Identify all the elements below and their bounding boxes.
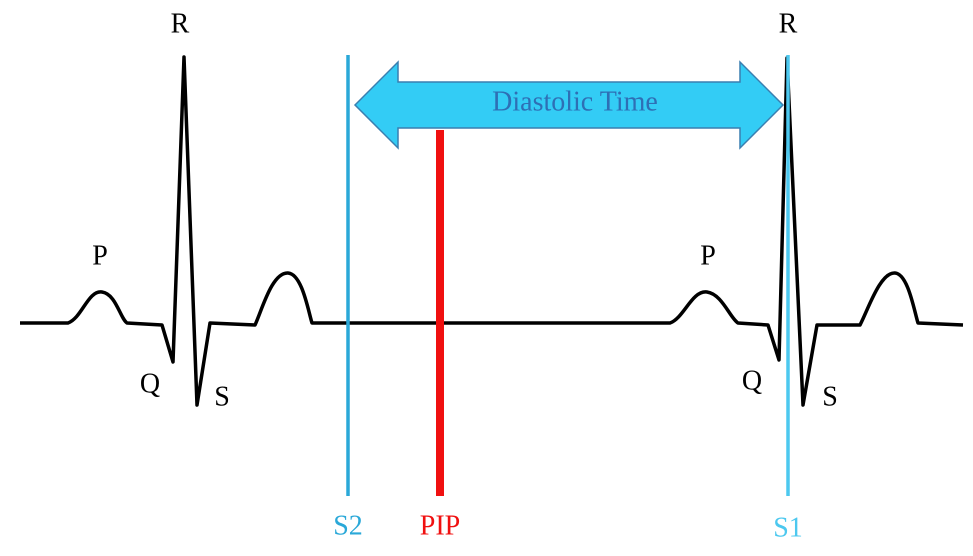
marker-label: PIP (420, 510, 460, 541)
wave-label: R (779, 8, 798, 39)
wave-label: S (214, 381, 230, 412)
wave-label: P (92, 240, 108, 271)
wave-label: Q (140, 368, 160, 399)
wave-label: P (700, 240, 716, 271)
marker-label: S1 (773, 512, 803, 543)
arrow-label: Diastolic Time (492, 86, 658, 117)
ecg-trace (20, 55, 964, 407)
wave-label: R (171, 8, 190, 39)
marker-label: S2 (333, 510, 363, 541)
wave-label: S (822, 381, 838, 412)
diastolic-arrow (353, 60, 785, 150)
wave-label: Q (742, 365, 762, 396)
